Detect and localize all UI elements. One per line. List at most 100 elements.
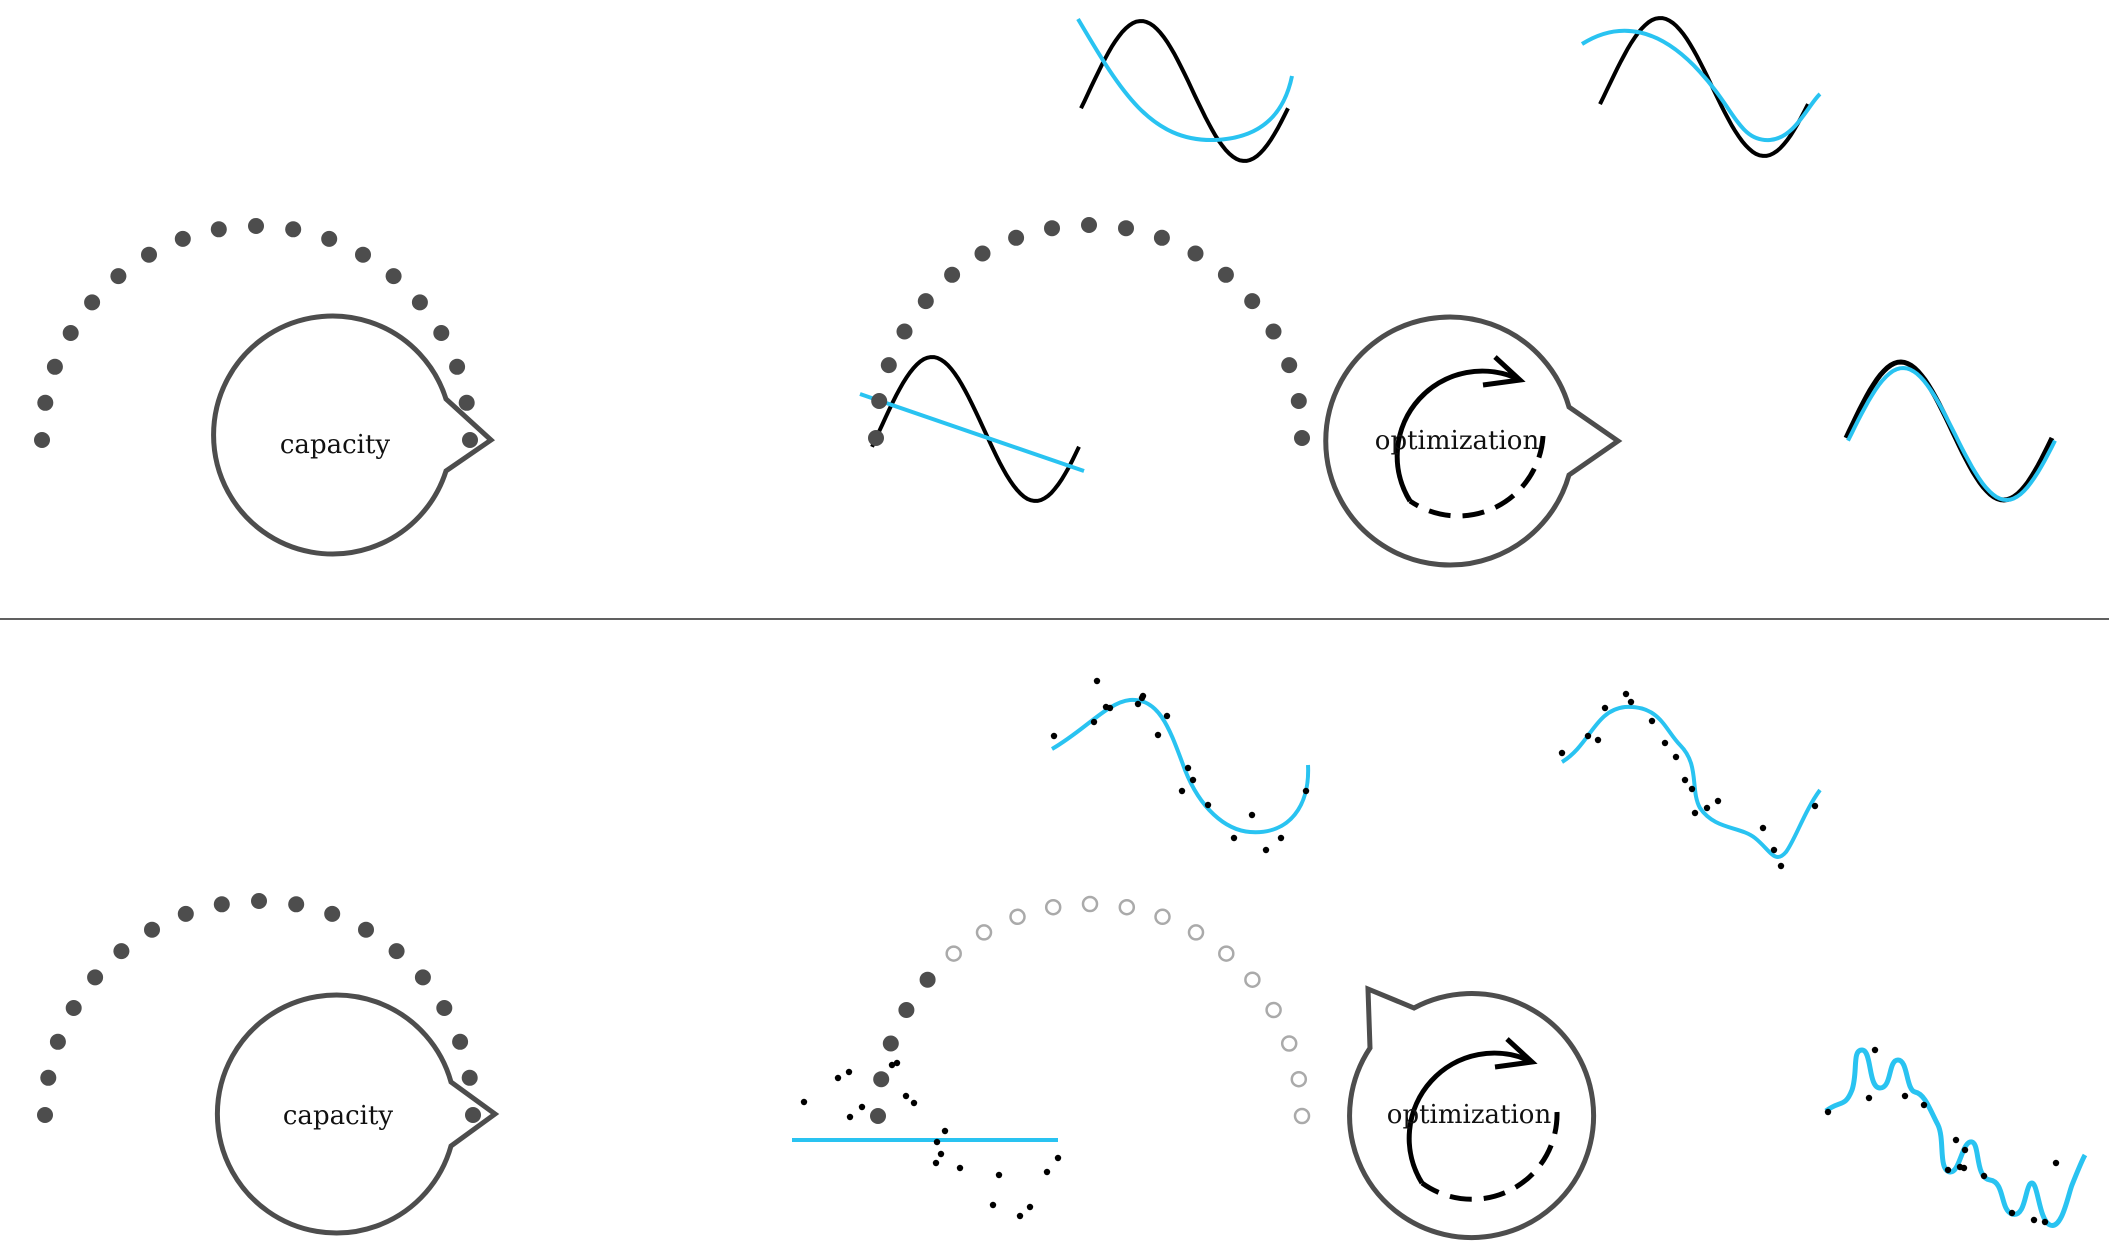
data-point xyxy=(1184,764,1192,772)
noisy-data-points xyxy=(1824,1046,2060,1226)
gauge-dot xyxy=(1153,229,1170,246)
gauge-dot xyxy=(1218,945,1235,962)
fit-curve xyxy=(1846,365,2057,503)
gauge-dot xyxy=(1290,1070,1308,1088)
top-optimization-dots xyxy=(868,217,1310,446)
bottom-panel: capacity optimization xyxy=(37,677,2088,1241)
data-point xyxy=(1770,846,1778,854)
gauge-dot xyxy=(174,230,191,247)
data-point xyxy=(932,1159,940,1167)
gauge-dot xyxy=(358,921,374,938)
data-point xyxy=(834,1074,842,1082)
gauge-dot xyxy=(458,394,475,411)
gauge-dot xyxy=(1044,898,1062,916)
data-point xyxy=(1777,862,1785,870)
top-panel: capacity optimization xyxy=(34,16,2057,568)
top-capacity-dial xyxy=(211,313,496,557)
gauge-dot xyxy=(46,358,63,375)
gauge-dot xyxy=(87,969,104,986)
data-point xyxy=(1811,802,1819,810)
bottom-optimization-dial xyxy=(1347,985,1597,1241)
data-point xyxy=(989,1201,997,1209)
data-point xyxy=(1106,704,1114,712)
gauge-dot xyxy=(452,1033,469,1050)
gauge-dot xyxy=(113,943,130,960)
circular-arrow-icon xyxy=(1406,1037,1560,1202)
gauge-dot xyxy=(1280,1035,1298,1052)
data-point xyxy=(1672,753,1680,761)
gauge-dot xyxy=(1081,217,1097,233)
data-point xyxy=(933,1138,941,1146)
gauge-dot xyxy=(882,1035,899,1052)
bottom-capacity-label: capacity xyxy=(283,1101,394,1131)
data-point xyxy=(1043,1168,1051,1176)
data-point xyxy=(1714,797,1722,805)
data-point xyxy=(1681,776,1689,784)
top-optimization-dial xyxy=(1323,314,1623,568)
data-point xyxy=(1050,732,1058,740)
fit-curve xyxy=(1560,704,1822,859)
fit-curve xyxy=(1076,17,1294,143)
gauge-dot xyxy=(1154,908,1171,926)
gauge-dot xyxy=(449,358,466,375)
gauge-dot xyxy=(1187,245,1204,262)
gauge-dot xyxy=(1265,1001,1282,1019)
data-point xyxy=(1601,704,1609,712)
gauge-dot xyxy=(975,924,993,941)
noisy-data-points xyxy=(800,1059,1062,1220)
data-point xyxy=(1016,1212,1024,1220)
data-point xyxy=(1189,776,1197,784)
gauge-dot xyxy=(433,325,450,341)
data-point xyxy=(1622,690,1630,698)
gauge-dot xyxy=(388,943,405,960)
data-point xyxy=(910,1099,918,1107)
gauge-dot xyxy=(144,921,160,938)
data-point xyxy=(1154,731,1162,739)
data-point xyxy=(1584,732,1592,740)
data-point xyxy=(1865,1094,1873,1102)
gauge-dot xyxy=(1265,323,1282,340)
gauge-dot xyxy=(462,432,478,448)
data-point xyxy=(1093,677,1101,685)
gauge-dot xyxy=(251,893,267,909)
gauge-dot xyxy=(285,221,302,238)
gauge-dot xyxy=(1008,229,1025,246)
gauge-dot xyxy=(898,1002,915,1018)
fit-curve xyxy=(1580,28,1822,143)
gauge-dot xyxy=(37,1107,53,1123)
gauge-dot xyxy=(141,246,157,263)
gauge-dot xyxy=(871,393,888,409)
data-point xyxy=(1139,692,1147,700)
data-point xyxy=(1691,809,1699,817)
gauge-dot xyxy=(1009,908,1026,926)
target-sine-curve xyxy=(1079,19,1290,163)
top-midfit-curve xyxy=(1076,17,1294,163)
gauge-dot xyxy=(321,230,338,247)
gauge-dot xyxy=(248,218,264,234)
data-point xyxy=(1026,1203,1034,1211)
noisy-data-points xyxy=(1050,677,1310,854)
data-point xyxy=(1688,785,1696,793)
data-point xyxy=(941,1127,949,1135)
top-goodfit-curve xyxy=(1843,359,2057,503)
data-point xyxy=(1204,801,1212,809)
gauge-dot xyxy=(917,293,934,310)
data-point xyxy=(937,1150,945,1158)
gauge-dot xyxy=(868,430,884,446)
gauge-dot xyxy=(870,1108,886,1124)
data-point xyxy=(858,1103,866,1111)
gauge-dot xyxy=(974,245,991,262)
data-point xyxy=(1302,787,1310,795)
gauge-dot xyxy=(34,432,50,448)
target-sine-curve xyxy=(1598,16,1810,158)
circular-arrow-icon xyxy=(1394,355,1546,519)
data-point xyxy=(1759,824,1767,832)
gauge-dot xyxy=(37,394,54,411)
data-point xyxy=(2052,1159,2060,1167)
data-point xyxy=(800,1098,808,1106)
gauge-dot xyxy=(945,945,962,962)
data-point xyxy=(1248,811,1256,819)
gauge-dot xyxy=(1281,357,1298,374)
gauge-dot xyxy=(919,971,936,988)
